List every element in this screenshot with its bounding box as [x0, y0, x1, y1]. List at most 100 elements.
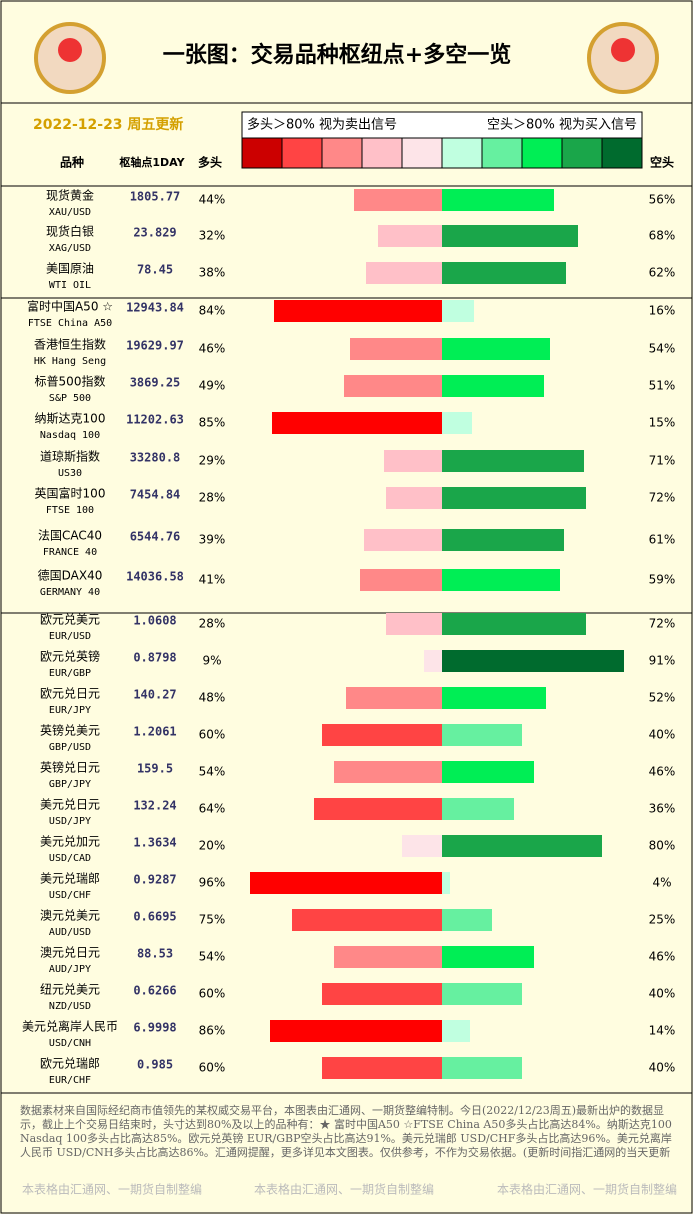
short-bar	[442, 613, 586, 635]
long-bar	[350, 338, 442, 360]
short-bar	[442, 835, 602, 857]
long-pct: 75%	[199, 913, 226, 927]
legend-box	[241, 111, 643, 139]
instrument-name: 欧元兑美元	[40, 613, 100, 627]
instrument-name: 法国CAC40	[38, 529, 102, 543]
short-pct: 25%	[649, 913, 676, 927]
long-pct: 86%	[199, 1024, 226, 1038]
watermarks: 本表格由汇通网、一期货自制整编 本表格由汇通网、一期货自制整编 本表格由汇通网、…	[22, 1182, 677, 1197]
pivot: 0.6695	[133, 910, 176, 924]
col-header: 空头	[650, 155, 674, 170]
short-bar	[442, 983, 522, 1005]
long-bar	[250, 872, 442, 894]
short-bar	[442, 338, 550, 360]
short-bar	[442, 798, 514, 820]
legend-left: 多头＞80% 视为卖出信号	[247, 117, 397, 133]
pivot: 1.2061	[133, 725, 176, 739]
pivot: 0.6266	[133, 984, 176, 998]
legend-swatch	[521, 137, 563, 169]
logo	[34, 22, 659, 94]
instrument-name: 欧元兑瑞郎	[40, 1057, 100, 1071]
instrument-code: NZD/USD	[49, 1001, 91, 1012]
pivot: 0.9287	[133, 873, 176, 887]
short-pct: 40%	[649, 728, 676, 742]
footer-text: 数据素材来自国际经纪商市值领先的某权威交易平台，本图表由汇通网、一期货整编特制。…	[20, 1104, 672, 1159]
short-pct: 36%	[649, 802, 676, 816]
instrument-name: 美国原油	[46, 262, 94, 276]
short-pct: 54%	[649, 342, 676, 356]
short-bar	[442, 300, 474, 322]
long-bar	[334, 761, 442, 783]
instrument-code: GBP/USD	[49, 742, 91, 753]
col-header: 枢轴点1DAY	[119, 155, 185, 169]
short-bar	[442, 687, 546, 709]
instrument-code: USD/JPY	[49, 816, 91, 827]
pivot: 6.9998	[133, 1021, 176, 1035]
legend-swatch	[441, 137, 483, 169]
short-bar	[442, 872, 450, 894]
instrument-name: 美元兑瑞郎	[40, 872, 100, 886]
long-pct: 60%	[199, 1061, 226, 1075]
short-bar	[442, 189, 554, 211]
long-pct: 48%	[199, 691, 226, 705]
instrument-name: 美元兑加元	[40, 835, 100, 849]
long-bar	[344, 375, 442, 397]
short-bar	[442, 1057, 522, 1079]
pivot: 23.829	[133, 226, 176, 240]
legend-swatch	[601, 137, 643, 169]
instrument-name: 美元兑离岸人民币	[22, 1019, 118, 1034]
short-pct: 14%	[649, 1024, 676, 1038]
instrument-code: AUD/USD	[49, 927, 91, 938]
long-bar	[386, 487, 442, 509]
pivot: 1805.77	[130, 190, 181, 204]
long-pct: 54%	[199, 950, 226, 964]
short-bar	[442, 529, 564, 551]
pivot: 19629.97	[126, 339, 184, 353]
instrument-code: AUD/JPY	[49, 964, 91, 975]
instrument-name: 现货白银	[46, 224, 94, 239]
short-bar	[442, 375, 544, 397]
legend-swatch	[401, 137, 443, 169]
instrument-name: 英国富时100	[35, 486, 106, 501]
short-pct: 91%	[649, 654, 676, 668]
short-pct: 4%	[652, 876, 671, 890]
instrument-code: S&P 500	[49, 393, 91, 404]
instrument-name: 富时中国A50 ☆	[27, 299, 113, 314]
pivot: 7454.84	[130, 488, 181, 502]
long-bar	[366, 262, 442, 284]
short-bar	[442, 262, 566, 284]
legend-swatch	[361, 137, 403, 169]
instrument-name: 英镑兑美元	[40, 723, 100, 738]
short-pct: 59%	[649, 573, 676, 587]
short-bar	[442, 650, 624, 672]
short-bar	[442, 225, 578, 247]
short-pct: 40%	[649, 987, 676, 1001]
short-bar	[442, 569, 560, 591]
col-header: 品种	[60, 155, 84, 170]
short-bar	[442, 450, 584, 472]
short-pct: 15%	[649, 416, 676, 430]
long-bar	[322, 983, 442, 1005]
pivot: 33280.8	[130, 451, 181, 465]
pivot: 3869.25	[130, 376, 181, 390]
instrument-code: FTSE 100	[46, 505, 94, 516]
short-bar	[442, 1020, 470, 1042]
long-bar	[322, 724, 442, 746]
col-header: 多头	[198, 155, 222, 170]
long-pct: 46%	[199, 342, 226, 356]
instrument-name: 德国DAX40	[38, 568, 103, 583]
long-pct: 20%	[199, 839, 226, 853]
instrument-name: 香港恒生指数	[34, 337, 106, 352]
instrument-code: Nasdaq 100	[40, 430, 100, 441]
short-bar	[442, 761, 534, 783]
instrument-code: EUR/CHF	[49, 1075, 91, 1086]
long-pct: 60%	[199, 728, 226, 742]
short-pct: 46%	[649, 950, 676, 964]
instrument-name: 现货黄金	[46, 188, 94, 203]
long-pct: 41%	[199, 573, 226, 587]
instrument-code: EUR/USD	[49, 631, 91, 642]
long-pct: 96%	[199, 876, 226, 890]
legend-swatch	[321, 137, 363, 169]
instrument-name: 标普500指数	[35, 374, 106, 389]
watermark: 本表格由汇通网、一期货自制整编	[254, 1182, 434, 1197]
